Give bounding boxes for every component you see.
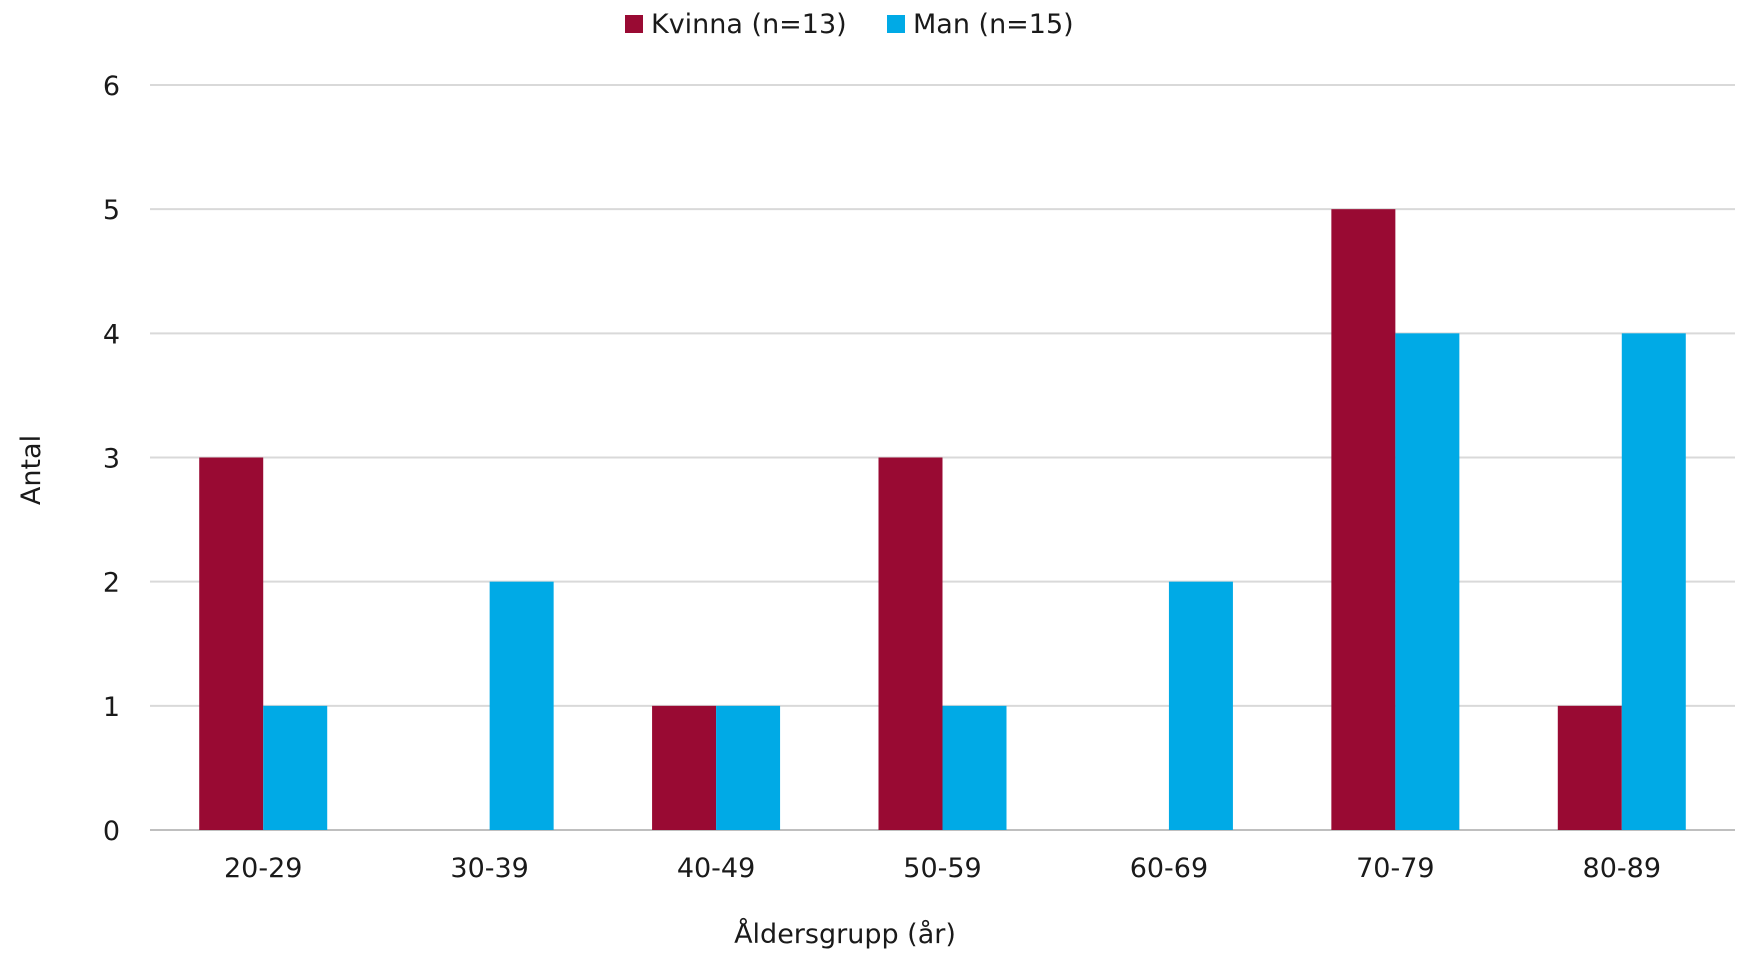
x-tick-labels: 20-29 30-39 40-49 50-59 60-69 70-79 80-89 [224,853,1661,884]
legend-label-kvinna: Kvinna (n=13) [651,9,847,40]
x-axis-title: Åldersgrupp (år) [734,918,956,950]
x-tick-label: 30-39 [450,853,528,884]
y-tick-label: 6 [103,71,120,102]
x-tick-label: 60-69 [1130,853,1208,884]
y-axis-title: Antal [16,435,47,505]
y-tick-label: 0 [103,816,120,847]
x-tick-label: 80-89 [1583,853,1661,884]
x-tick-label: 50-59 [903,853,981,884]
x-tick-label: 70-79 [1356,853,1434,884]
legend-swatch-kvinna [625,15,643,33]
y-tick-labels: 0 1 2 3 4 5 6 [103,71,120,847]
bar-man-50-59 [942,705,1007,830]
y-tick-label: 4 [103,319,120,350]
bar-man-70-79 [1395,333,1460,830]
bar-man-80-89 [1621,333,1686,830]
bars [199,209,1686,830]
x-tick-label: 40-49 [677,853,755,884]
y-tick-label: 1 [103,692,120,723]
legend: Kvinna (n=13) Man (n=15) [625,9,1074,40]
legend-label-man: Man (n=15) [913,9,1074,40]
y-tick-label: 5 [103,195,120,226]
bar-man-40-49 [716,705,781,830]
y-tick-label: 3 [103,444,120,475]
bar-man-30-39 [489,581,554,830]
bar-man-60-69 [1168,581,1233,830]
bar-kvinna-50-59 [878,457,943,830]
legend-swatch-man [887,15,905,33]
bar-kvinna-80-89 [1557,705,1622,830]
bar-kvinna-20-29 [199,457,264,830]
bar-man-20-29 [263,705,328,830]
y-tick-label: 2 [103,568,120,599]
x-tick-label: 20-29 [224,853,302,884]
bar-kvinna-70-79 [1331,209,1396,830]
bar-kvinna-40-49 [652,705,717,830]
